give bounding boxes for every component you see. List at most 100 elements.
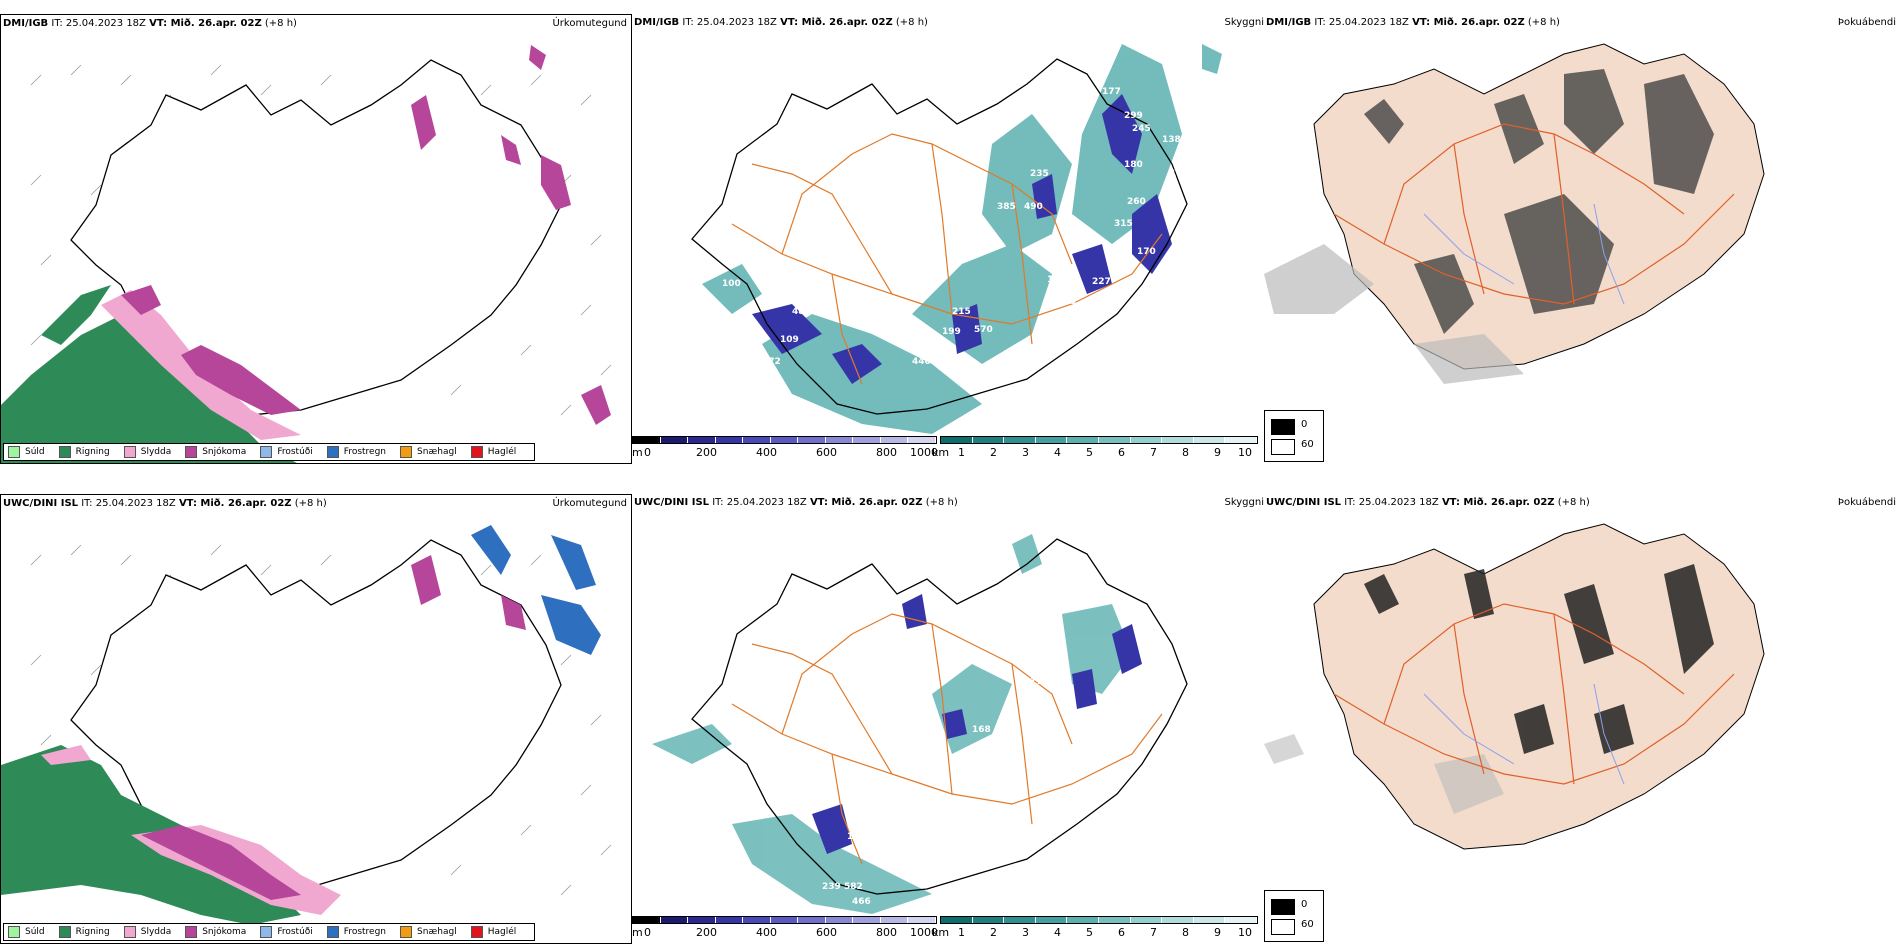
legend-item: Rigning bbox=[58, 926, 110, 938]
precip-panel-top: DMI/IGB IT: 25.04.2023 18Z VT: Mið. 26.a… bbox=[0, 14, 632, 464]
fog-dark-areas bbox=[1364, 564, 1714, 754]
precip-map-bottom bbox=[1, 525, 612, 925]
cloud-label-bottom: Skyggni bbox=[1224, 497, 1264, 508]
cloud-map-bottom: 239 582 466 123 168 174 204 206 146 155 … bbox=[652, 534, 1188, 914]
height-color-strip bbox=[632, 436, 937, 444]
height-colorbar-bottom: m 0 200 400 600 800 1000 bbox=[632, 916, 938, 944]
svg-text:403: 403 bbox=[938, 364, 957, 374]
legend-item: Frostúði bbox=[260, 926, 313, 938]
svg-text:199: 199 bbox=[942, 327, 961, 337]
svg-text:184: 184 bbox=[1052, 127, 1071, 137]
legend-item: Slydda bbox=[123, 926, 171, 938]
fog-light-areas bbox=[1264, 734, 1504, 814]
svg-text:138: 138 bbox=[1162, 135, 1181, 145]
road-network bbox=[731, 613, 1163, 865]
svg-text:146: 146 bbox=[1112, 263, 1131, 273]
svg-text:299: 299 bbox=[1124, 111, 1143, 121]
freezing-rain-areas bbox=[471, 525, 601, 655]
visibility-areas bbox=[702, 44, 1222, 434]
svg-text:109: 109 bbox=[780, 335, 799, 345]
fog-map-top bbox=[1264, 43, 1765, 384]
svg-text:256: 256 bbox=[1057, 297, 1076, 307]
svg-text:123: 123 bbox=[847, 832, 866, 842]
snow-areas bbox=[141, 555, 526, 900]
fog-panel-top: DMI/IGB IT: 25.04.2023 18Z VT: Mið. 26.a… bbox=[1264, 14, 1900, 464]
svg-text:165: 165 bbox=[1170, 169, 1189, 179]
svg-text:272: 272 bbox=[762, 357, 781, 367]
svg-text:235: 235 bbox=[1030, 169, 1049, 179]
cloud-map-top: 100 272 109 485 215 199 570 440 403 475 … bbox=[691, 44, 1222, 434]
precip-legend-top: Súld Rigning Slydda Snjókoma Frostúði Fr… bbox=[3, 443, 536, 461]
cloud-base-areas bbox=[812, 594, 1142, 854]
fog-swatch-60 bbox=[1271, 439, 1295, 455]
svg-text:227: 227 bbox=[1092, 277, 1111, 287]
fog-legend-bottom: 0 60 bbox=[1264, 890, 1324, 942]
svg-text:180: 180 bbox=[1124, 160, 1143, 170]
cloud-base-labels: 100 272 109 485 215 199 570 440 403 475 … bbox=[722, 87, 1189, 377]
fog-light-areas bbox=[1264, 244, 1524, 384]
precip-map-top bbox=[1, 45, 612, 463]
cloud-panel-bottom: 239 582 466 123 168 174 204 206 146 155 … bbox=[632, 494, 1264, 944]
height-colorbar-top: m 0 200 400 600 800 1000 bbox=[632, 436, 938, 464]
fog-panel-bottom: UWC/DINI ISL IT: 25.04.2023 18Z VT: Mið.… bbox=[1264, 494, 1900, 944]
svg-text:206: 206 bbox=[1110, 701, 1129, 711]
svg-text:155: 155 bbox=[1122, 679, 1141, 689]
fog-title-top: DMI/IGB IT: 25.04.2023 18Z VT: Mið. 26.a… bbox=[1266, 17, 1560, 28]
legend-item: Snæhagl bbox=[400, 926, 457, 938]
svg-text:245: 245 bbox=[1132, 124, 1151, 134]
legend-item: Snæhagl bbox=[400, 446, 457, 458]
svg-text:215: 215 bbox=[952, 307, 971, 317]
svg-text:485: 485 bbox=[792, 307, 811, 317]
fog-swatch-60 bbox=[1271, 919, 1295, 935]
legend-item: Slydda bbox=[123, 446, 171, 458]
fog-map-bottom bbox=[1264, 523, 1765, 850]
fog-swatch-0 bbox=[1271, 899, 1295, 915]
svg-text:490: 490 bbox=[1024, 202, 1043, 212]
legend-item: Snjókoma bbox=[185, 446, 246, 458]
legend-item: Haglél bbox=[470, 926, 516, 938]
svg-text:385: 385 bbox=[997, 202, 1016, 212]
svg-text:239: 239 bbox=[822, 882, 841, 892]
svg-text:177: 177 bbox=[1102, 87, 1121, 97]
legend-item: Súld bbox=[8, 926, 45, 938]
svg-text:204: 204 bbox=[1090, 709, 1109, 719]
svg-text:146: 146 bbox=[1122, 715, 1141, 725]
fog-dark-areas bbox=[1364, 69, 1714, 334]
rain-areas bbox=[1, 285, 297, 463]
iceland-coastline bbox=[691, 538, 1188, 895]
svg-text:466: 466 bbox=[852, 897, 871, 907]
precip-legend-bottom: Súld Rigning Slydda Snjókoma Frostúði Fr… bbox=[3, 923, 536, 941]
precip-label-top: Úrkomutegund bbox=[552, 18, 627, 29]
legend-item: Snjókoma bbox=[185, 926, 246, 938]
fog-swatch-0 bbox=[1271, 419, 1295, 435]
svg-text:582: 582 bbox=[844, 882, 863, 892]
cloud-base-labels: 239 582 466 123 168 174 204 206 146 155 … bbox=[822, 677, 1141, 907]
visibility-color-strip bbox=[940, 436, 1258, 444]
road-network bbox=[731, 133, 1163, 385]
visibility-color-strip bbox=[940, 916, 1258, 924]
svg-text:570: 570 bbox=[974, 325, 993, 335]
svg-text:112: 112 bbox=[1047, 275, 1066, 285]
cloud-label-top: Skyggni bbox=[1224, 17, 1264, 28]
precip-panel-bottom: UWC/DINI ISL IT: 25.04.2023 18Z VT: Mið.… bbox=[0, 494, 632, 944]
road-network bbox=[1333, 123, 1735, 305]
cloud-title-top: DMI/IGB IT: 25.04.2023 18Z VT: Mið. 26.a… bbox=[634, 17, 928, 28]
iceland-coastline bbox=[691, 58, 1188, 415]
precip-title-bottom: UWC/DINI ISL IT: 25.04.2023 18Z VT: Mið.… bbox=[3, 498, 327, 509]
svg-text:168: 168 bbox=[972, 725, 991, 735]
fog-label-bottom: Þokuábendi bbox=[1837, 497, 1896, 508]
cloud-base-areas bbox=[752, 94, 1172, 384]
iceland-land bbox=[1313, 523, 1765, 850]
rivers bbox=[1423, 203, 1625, 305]
svg-text:170: 170 bbox=[1030, 677, 1049, 687]
legend-item: Frostregn bbox=[326, 446, 386, 458]
svg-text:260: 260 bbox=[1127, 197, 1146, 207]
rivers bbox=[1423, 683, 1625, 785]
snow-areas bbox=[121, 45, 611, 425]
legend-item: Frostregn bbox=[326, 926, 386, 938]
fog-title-bottom: UWC/DINI ISL IT: 25.04.2023 18Z VT: Mið.… bbox=[1266, 497, 1590, 508]
fog-legend-top: 0 60 bbox=[1264, 410, 1324, 462]
visibility-colorbar-bottom: km 1 2 3 4 5 6 7 8 9 10 bbox=[932, 916, 1258, 944]
svg-text:170: 170 bbox=[1137, 247, 1156, 257]
visibility-colorbar-top: km 1 2 3 4 5 6 7 8 9 10 bbox=[932, 436, 1258, 464]
